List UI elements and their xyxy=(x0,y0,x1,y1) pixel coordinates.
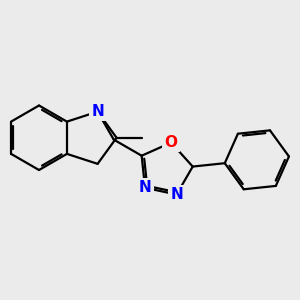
Text: N: N xyxy=(91,104,104,119)
Text: N: N xyxy=(170,187,183,202)
Text: O: O xyxy=(165,135,178,150)
Text: N: N xyxy=(139,180,152,195)
